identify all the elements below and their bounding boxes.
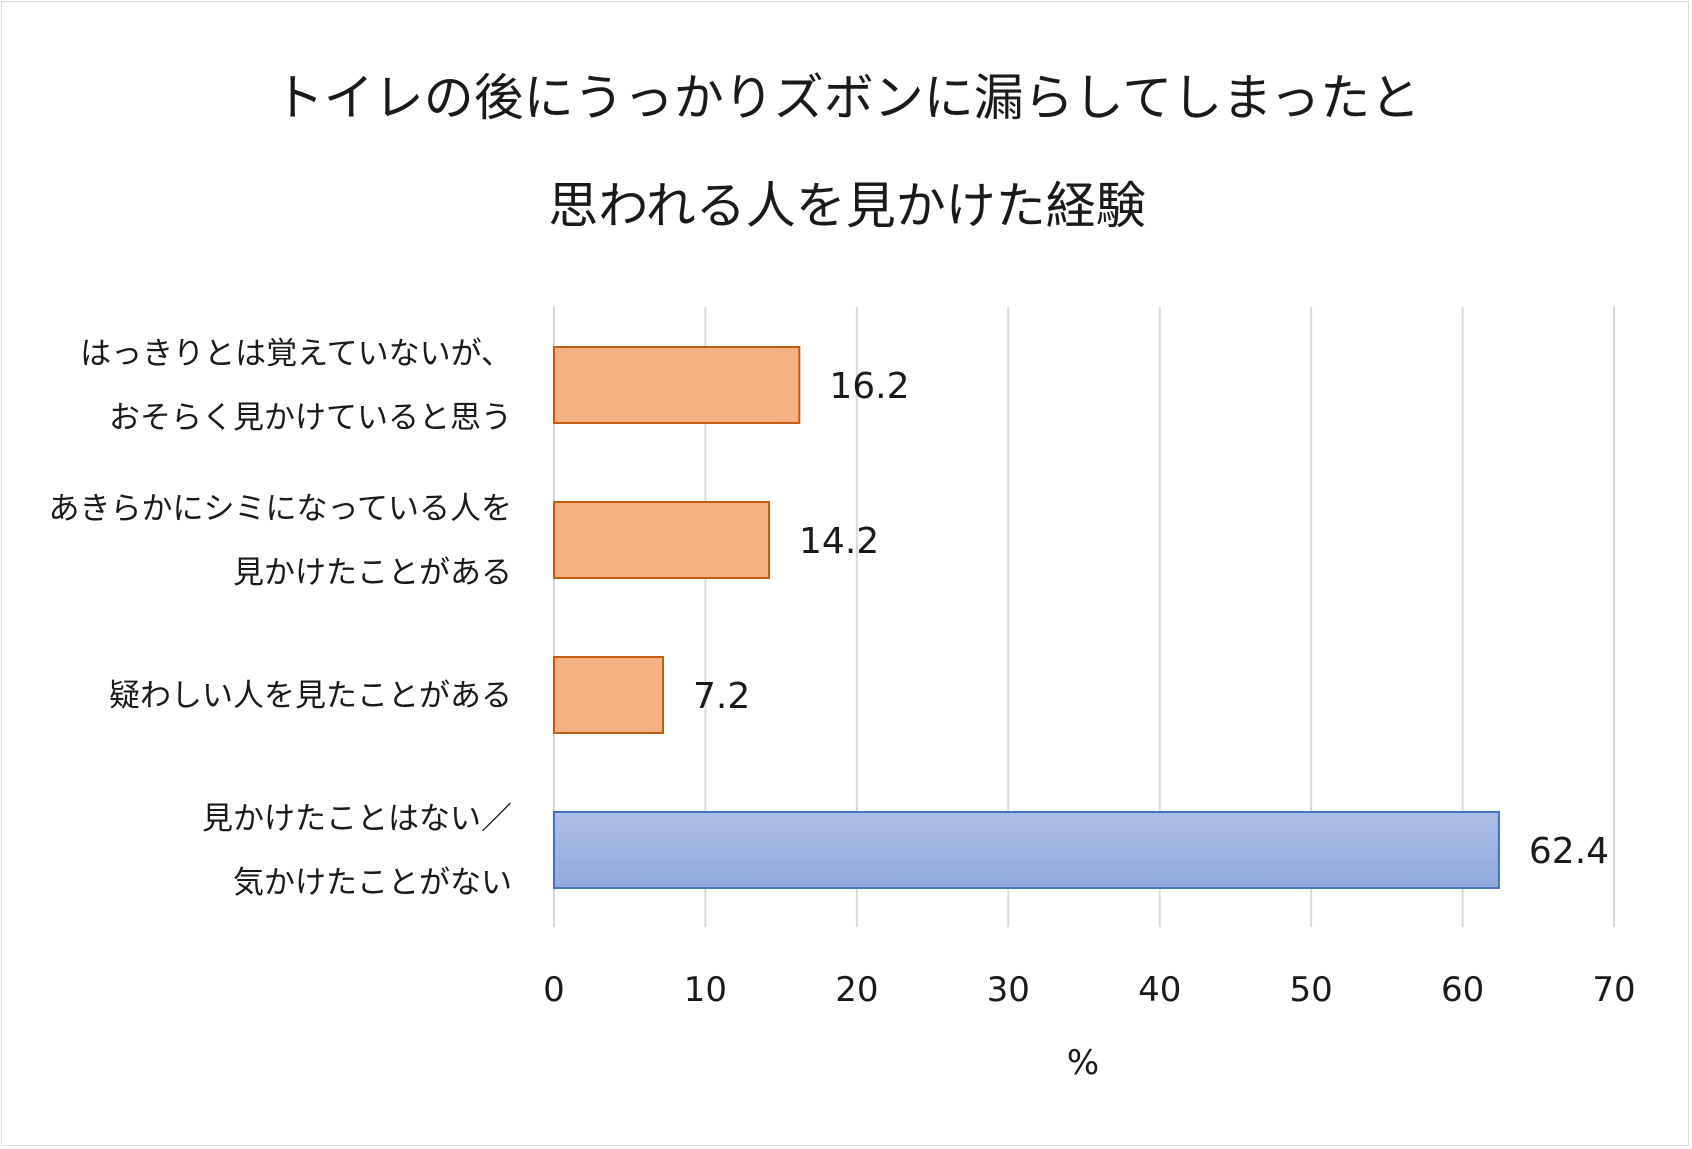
x-tick-label-20: 20 <box>835 970 878 1010</box>
value-labels: 16.2 14.2 7.2 62.4 <box>693 366 1609 872</box>
category-labels: はっきりとは覚えていないが、おそらく見かけていると思うあきらかにシミになっている… <box>49 336 512 901</box>
x-tick-label-0: 0 <box>543 970 565 1010</box>
x-tick-label-10: 10 <box>684 970 727 1010</box>
x-tick-label-50: 50 <box>1290 970 1333 1010</box>
category-label-2-line-2: 見かけたことがある <box>233 555 512 591</box>
category-label-1-line-1: はっきりとは覚えていないが、 <box>80 336 512 372</box>
category-label-3-line-1: 疑わしい人を見たことがある <box>109 678 512 714</box>
value-label-1: 16.2 <box>829 366 909 407</box>
x-tick-label-60: 60 <box>1441 970 1484 1010</box>
value-label-2: 14.2 <box>799 521 879 562</box>
bar-4 <box>553 811 1500 889</box>
bars <box>553 346 1500 889</box>
x-tick-label-70: 70 <box>1592 970 1635 1010</box>
value-label-4: 62.4 <box>1529 831 1609 872</box>
chart-title-line-2: 思われる人を見かけた経験 <box>548 177 1146 235</box>
category-label-4-line-1: 見かけたことはない／ <box>202 801 512 837</box>
x-axis-ticks: 0 10 20 30 40 50 60 70 <box>543 970 1635 1010</box>
category-label-2-line-1: あきらかにシミになっている人を <box>49 491 512 527</box>
category-label-4-line-2: 気かけたことがない <box>233 865 512 901</box>
bar-3 <box>553 656 665 734</box>
bar-1 <box>553 346 801 424</box>
category-label-1-line-2: おそらく見かけていると思う <box>109 400 512 436</box>
x-axis-title: % <box>1067 1043 1099 1083</box>
x-tick-label-30: 30 <box>987 970 1030 1010</box>
bar-2 <box>553 501 771 579</box>
x-tick-label-40: 40 <box>1138 970 1181 1010</box>
value-label-3: 7.2 <box>693 676 750 717</box>
chart-title-line-1: トイレの後にうっかりズボンに漏らしてしまったと <box>274 69 1421 127</box>
